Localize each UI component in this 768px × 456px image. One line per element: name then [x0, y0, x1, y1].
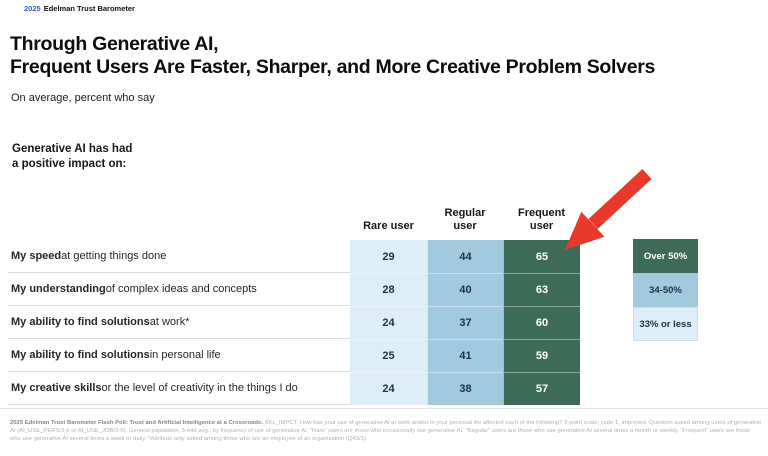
- footnote-divider: [0, 408, 768, 409]
- cell-rare: 28: [350, 273, 427, 306]
- page-title-line2: Frequent Users Are Faster, Sharper, and …: [10, 56, 656, 78]
- row-label-bold: My speed: [11, 250, 62, 262]
- cell-regular: 37: [427, 306, 503, 339]
- table-row: My speed at getting things done 29 44 65: [8, 240, 580, 273]
- row-label: My creative skills or the level of creat…: [8, 372, 350, 405]
- cell-regular: 40: [427, 273, 503, 306]
- cell-regular: 44: [427, 240, 503, 273]
- column-header-frequent: Frequent user: [517, 206, 566, 233]
- legend: Over 50% 34-50% 33% or less: [633, 239, 698, 341]
- row-label-rest: at work*: [149, 316, 190, 328]
- row-label-bold: My ability to find solutions: [11, 349, 150, 361]
- section-label-line1: Generative AI has had: [12, 143, 133, 155]
- cell-frequent: 63: [503, 273, 580, 306]
- legend-item-over-50: Over 50%: [633, 239, 698, 273]
- row-label: My speed at getting things done: [8, 240, 350, 273]
- cell-frequent: 65: [503, 240, 580, 273]
- column-header-regular: Regular user: [444, 206, 486, 233]
- column-header-rare: Rare user: [363, 220, 414, 233]
- cell-rare: 24: [350, 372, 427, 405]
- row-label-bold: My ability to find solutions: [11, 316, 150, 328]
- section-label-line2: a positive impact on:: [12, 158, 127, 171]
- footnote-source: 2025 Edelman Trust Barometer Flash Poll:…: [10, 419, 263, 426]
- row-label: My ability to find solutions at work*: [8, 306, 350, 339]
- cell-frequent: 59: [503, 339, 580, 372]
- page-title: Through Generative AI, Frequent Users Ar…: [10, 33, 655, 79]
- row-label: My ability to find solutions in personal…: [8, 339, 350, 372]
- cell-rare: 29: [350, 240, 427, 273]
- row-label-rest: in personal life: [149, 349, 221, 361]
- row-label-bold: My understanding: [11, 283, 106, 295]
- legend-item-34-50: 34-50%: [633, 273, 698, 307]
- red-arrow-icon: [565, 169, 652, 250]
- heatmap-table: My speed at getting things done 29 44 65…: [8, 240, 580, 405]
- table-row: My understanding of complex ideas and co…: [8, 273, 580, 306]
- brand-year: 2025: [24, 4, 41, 13]
- cell-regular: 38: [427, 372, 503, 405]
- row-label-rest: or the level of creativity in the things…: [101, 382, 298, 394]
- cell-frequent: 57: [503, 372, 580, 405]
- cell-rare: 24: [350, 306, 427, 339]
- row-label-rest: of complex ideas and concepts: [105, 283, 257, 295]
- footnote-methodology: SKL_IMPCT. How has your use of generativ…: [10, 419, 762, 442]
- table-row: My creative skills or the level of creat…: [8, 372, 580, 405]
- table-row: My ability to find solutions at work* 24…: [8, 306, 580, 339]
- cell-regular: 41: [427, 339, 503, 372]
- brand-header: 2025 Edelman Trust Barometer: [24, 4, 135, 13]
- brand-name: Edelman Trust Barometer: [43, 4, 135, 13]
- footnote: 2025 Edelman Trust Barometer Flash Poll:…: [10, 420, 762, 444]
- column-headers: Rare user Regular user Frequent user: [350, 198, 580, 234]
- row-label-bold: My creative skills: [11, 382, 102, 394]
- row-label-rest: at getting things done: [61, 250, 167, 262]
- table-row: My ability to find solutions in personal…: [8, 339, 580, 372]
- section-label: Generative AI has had a positive impact …: [12, 142, 132, 172]
- cell-rare: 25: [350, 339, 427, 372]
- legend-item-33-or-less: 33% or less: [633, 307, 698, 341]
- cell-frequent: 60: [503, 306, 580, 339]
- page-title-line1: Through Generative AI,: [10, 33, 219, 55]
- page-subtitle: On average, percent who say: [11, 92, 155, 104]
- row-label: My understanding of complex ideas and co…: [8, 273, 350, 306]
